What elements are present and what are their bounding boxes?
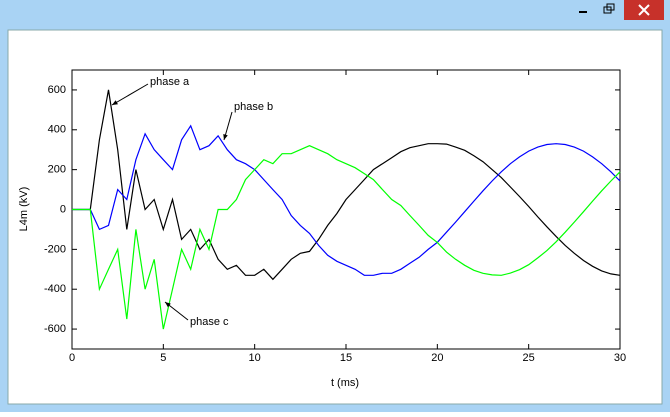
minimize-button[interactable] xyxy=(570,0,596,20)
annotation: phase c xyxy=(190,316,229,328)
y-axis-label: L4m (kV) xyxy=(18,187,30,232)
series-line xyxy=(72,145,621,330)
y-tick-label: -600 xyxy=(44,323,66,335)
x-tick-label: 20 xyxy=(431,352,443,364)
y-tick-label: 400 xyxy=(48,124,66,136)
y-tick-label: 0 xyxy=(60,203,66,215)
series-line xyxy=(72,124,621,276)
y-tick-label: 600 xyxy=(48,84,66,96)
annotation-arrow xyxy=(111,83,149,106)
close-button[interactable] xyxy=(624,0,664,20)
x-tick-label: 5 xyxy=(160,352,166,364)
y-tick-label: -400 xyxy=(44,283,66,295)
client-area xyxy=(7,29,663,405)
x-tick-label: 25 xyxy=(523,352,535,364)
x-tick-label: 30 xyxy=(614,352,626,364)
x-axis-label: t (ms) xyxy=(331,377,359,389)
annotation: phase b xyxy=(234,101,273,113)
y-tick-label: -200 xyxy=(44,243,66,255)
x-tick-label: 0 xyxy=(69,352,75,364)
annotation-arrowhead xyxy=(112,100,118,105)
annotation-arrowhead xyxy=(165,302,171,308)
y-tick-label: 200 xyxy=(48,164,66,176)
annotation: phase a xyxy=(150,76,190,88)
x-tick-label: 15 xyxy=(340,352,352,364)
annotation-arrowhead xyxy=(223,134,228,140)
series-line xyxy=(72,89,621,281)
restore-button[interactable] xyxy=(597,0,623,20)
x-tick-label: 10 xyxy=(249,352,261,364)
